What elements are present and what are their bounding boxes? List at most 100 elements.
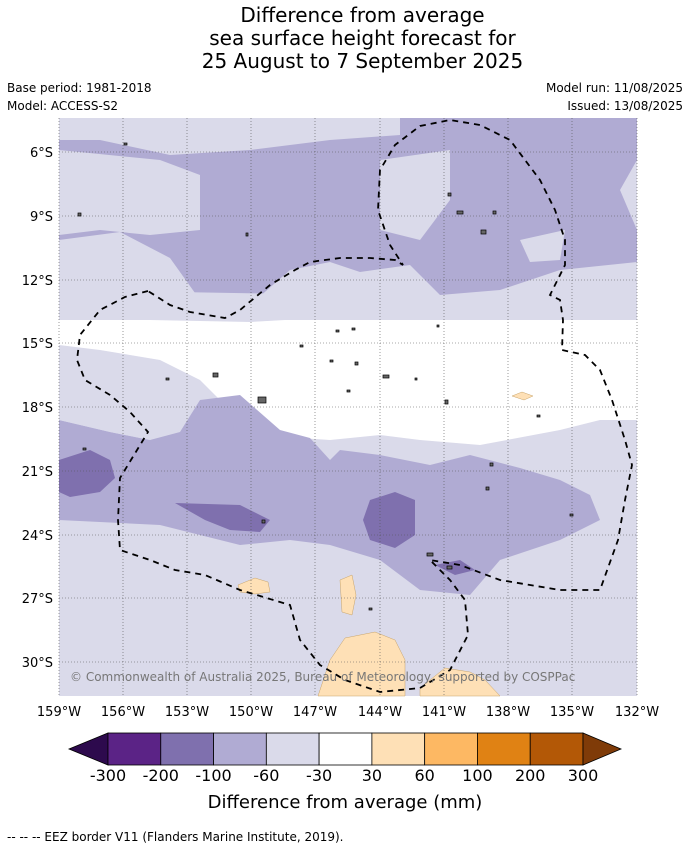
latitude-tick-label: 6°S bbox=[30, 146, 53, 161]
latitude-tick-label: 12°S bbox=[22, 274, 53, 289]
latitude-tick-label: 15°S bbox=[22, 337, 53, 352]
anomaly-region-minus30-sw2 bbox=[59, 600, 200, 630]
latitude-tick-label: 24°S bbox=[22, 529, 53, 544]
anomaly-region-neutral bbox=[59, 318, 637, 445]
colorbar-segment bbox=[265, 732, 320, 766]
island bbox=[485, 486, 490, 491]
colorbar-extend-high bbox=[582, 732, 623, 766]
copyright-text: © Commonwealth of Australia 2025, Bureau… bbox=[70, 670, 575, 684]
colorbar-tick-label: -200 bbox=[142, 766, 179, 785]
islands bbox=[77, 142, 574, 611]
island bbox=[444, 399, 449, 405]
island bbox=[123, 142, 128, 146]
island bbox=[245, 232, 249, 237]
anomaly-region-plus30-a bbox=[237, 577, 271, 595]
latitude-tick-label: 30°S bbox=[22, 656, 53, 671]
latitude-tick-label: 18°S bbox=[22, 401, 53, 416]
island bbox=[212, 372, 219, 378]
island bbox=[456, 210, 464, 215]
colorbar-tick-label: -60 bbox=[253, 766, 280, 785]
longitude-tick-label: 159°W bbox=[37, 705, 81, 720]
meta-left: Base period: 1981-2018 Model: ACCESS-S2 bbox=[7, 79, 152, 115]
model-text: Model: ACCESS-S2 bbox=[7, 99, 119, 113]
anomaly-region-minus30-patch bbox=[240, 610, 315, 660]
model-run-text: Model run: 11/08/2025 bbox=[545, 81, 683, 95]
title-line-2: sea surface height forecast for bbox=[209, 26, 516, 50]
longitude-labels: 159°W 156°W 153°W 150°W 147°W 144°W 141°W 138°W… bbox=[37, 705, 659, 720]
island bbox=[489, 462, 494, 467]
longitude-tick-label: 141°W bbox=[422, 705, 466, 720]
colorbar-segment bbox=[424, 732, 478, 766]
anomaly-region-plus30-c bbox=[317, 631, 406, 697]
island bbox=[382, 374, 390, 379]
meta-right: Model run: 11/08/2025 Issued: 13/08/2025 bbox=[546, 79, 683, 115]
longitude-tick-label: 135°W bbox=[550, 705, 594, 720]
colorbar-segment bbox=[213, 732, 267, 766]
colorbar-segment bbox=[477, 732, 531, 766]
longitude-tick-label: 132°W bbox=[615, 705, 659, 720]
latitude-labels: 6°S 9°S 12°S 15°S 18°S 21°S 24°S 27°S 30°S bbox=[22, 146, 53, 671]
island bbox=[426, 552, 434, 557]
longitude-tick-label: 144°W bbox=[358, 705, 402, 720]
island bbox=[446, 565, 453, 570]
island bbox=[257, 396, 267, 404]
colorbar-segment bbox=[160, 732, 214, 766]
colorbar-tick-label: 60 bbox=[414, 766, 435, 785]
island bbox=[368, 607, 373, 611]
anomaly-region-plus30-b bbox=[339, 574, 357, 616]
colorbar-tick-label: 100 bbox=[462, 766, 493, 785]
anomaly-region-minus100-se bbox=[435, 560, 475, 575]
longitude-tick-label: 156°W bbox=[101, 705, 145, 720]
map-title: Difference from average sea surface heig… bbox=[0, 4, 690, 73]
longitude-tick-label: 147°W bbox=[293, 705, 337, 720]
colorbar-title: Difference from average (mm) bbox=[207, 792, 483, 813]
eez-legend: -- -- -- EEZ border V11 (Flanders Marine… bbox=[7, 830, 344, 844]
colorbar-tick-label: -30 bbox=[306, 766, 333, 785]
anomaly-region-minus100-central bbox=[175, 503, 270, 532]
anomaly-region-plus30-e bbox=[511, 391, 534, 401]
colorbar-extend-low bbox=[67, 732, 109, 766]
title-line-3: 25 August to 7 September 2025 bbox=[201, 49, 524, 73]
anomaly-region-minus30-sw bbox=[59, 365, 200, 440]
island bbox=[261, 519, 266, 524]
colorbar bbox=[67, 732, 623, 766]
colorbar-tick-label: 300 bbox=[567, 766, 599, 785]
anomaly-region-minus30-band bbox=[59, 290, 637, 320]
eez-border bbox=[76, 119, 633, 693]
island bbox=[77, 212, 82, 217]
colorbar-segment bbox=[371, 732, 426, 766]
colorbar-segment bbox=[529, 732, 584, 766]
longitude-tick-label: 153°W bbox=[165, 705, 209, 720]
island bbox=[536, 414, 541, 418]
latitude-tick-label: 21°S bbox=[22, 465, 53, 480]
longitude-tick-label: 138°W bbox=[486, 705, 530, 720]
colorbar-segment bbox=[107, 732, 162, 766]
anomaly-region-minus60-north bbox=[59, 118, 637, 305]
colorbar-tick-label: -100 bbox=[195, 766, 232, 785]
island bbox=[480, 229, 487, 235]
colorbar-tick-label: 30 bbox=[361, 766, 383, 785]
island bbox=[82, 447, 87, 451]
island bbox=[299, 344, 304, 348]
title-line-1: Difference from average bbox=[240, 3, 485, 27]
anomaly-region-minus100-west bbox=[59, 450, 115, 497]
colorbar-tick-label: -300 bbox=[89, 766, 127, 785]
map-panel bbox=[58, 118, 638, 697]
island bbox=[569, 513, 574, 517]
island bbox=[354, 361, 359, 366]
island bbox=[165, 377, 170, 381]
anomaly-region-minus100-east bbox=[363, 492, 415, 548]
island bbox=[436, 324, 440, 328]
island bbox=[492, 210, 497, 215]
latitude-tick-label: 9°S bbox=[30, 210, 53, 225]
issued-text: Issued: 13/08/2025 bbox=[567, 99, 683, 113]
island bbox=[447, 192, 452, 197]
colorbar-segment bbox=[318, 732, 373, 766]
island bbox=[335, 329, 340, 333]
longitude-tick-label: 150°W bbox=[229, 705, 273, 720]
colorbar-tick-label: 200 bbox=[514, 766, 546, 785]
anomaly-region-minus30-west bbox=[59, 150, 200, 235]
latitude-tick-label: 27°S bbox=[22, 592, 53, 607]
island bbox=[414, 377, 418, 381]
